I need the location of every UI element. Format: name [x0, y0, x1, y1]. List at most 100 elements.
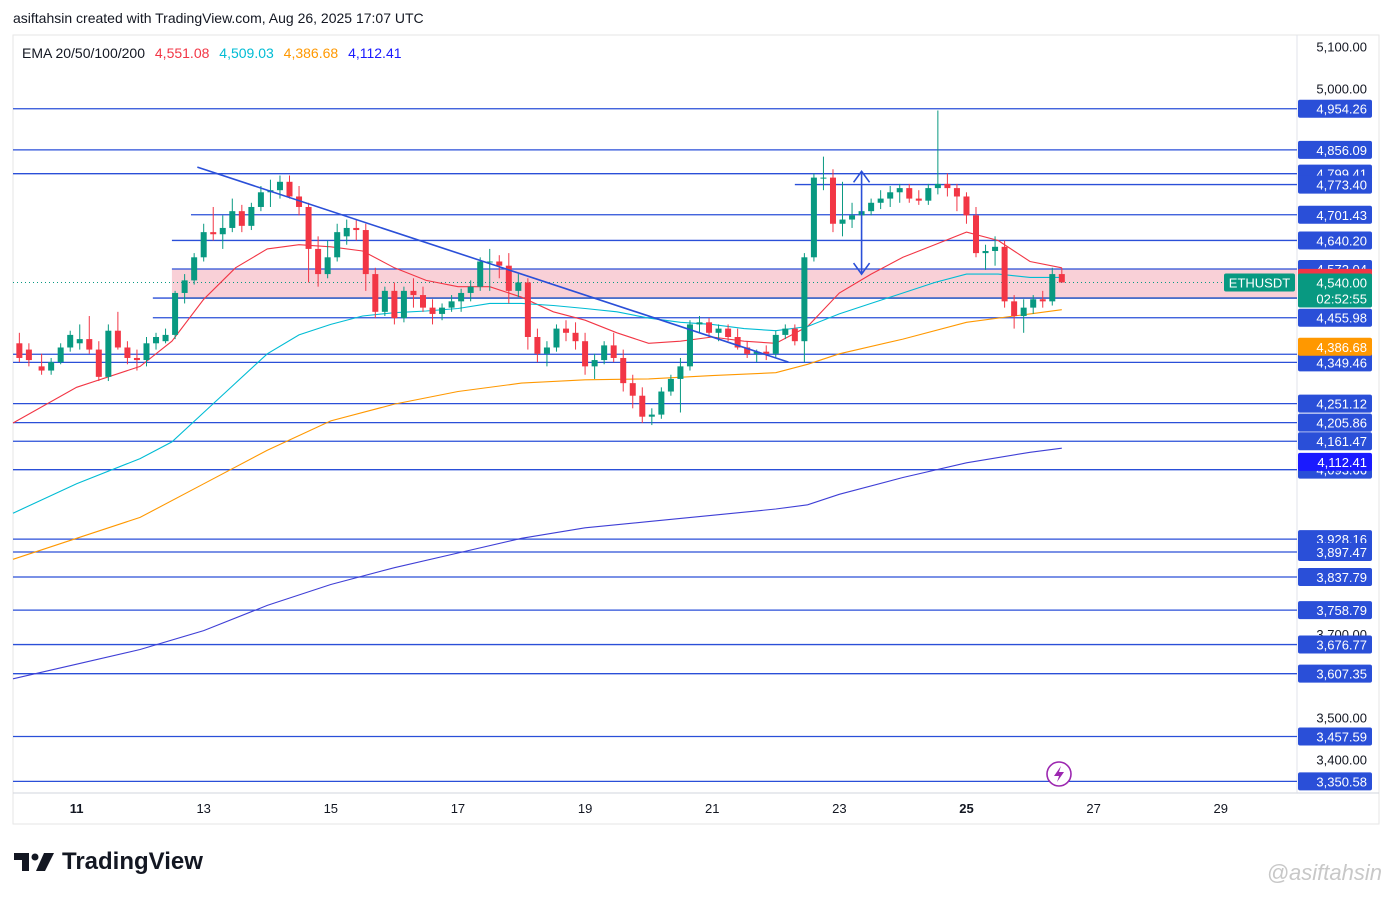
candle	[181, 274, 188, 304]
candle-body	[16, 343, 23, 358]
candle-body	[877, 198, 884, 203]
level-price-tag: 3,607.35	[1298, 664, 1372, 683]
candle-body	[591, 360, 598, 367]
candle-body	[143, 343, 150, 361]
level-price-tag-text: 4,773.40	[1316, 178, 1367, 193]
level-price-tag: 4,856.09	[1298, 140, 1372, 159]
candle	[601, 341, 608, 365]
candle-body	[391, 290, 398, 319]
candle-body	[305, 206, 312, 249]
brand-name: TradingView	[62, 848, 203, 875]
candle	[238, 204, 245, 233]
level-price-tag-bg	[1298, 353, 1372, 372]
candle-body	[1001, 246, 1008, 302]
level-price-tag: 4,954.26	[1298, 99, 1372, 118]
candle-body	[1011, 301, 1018, 317]
candle-body	[76, 339, 83, 344]
level-price-tag-text: 3,457.59	[1316, 729, 1367, 744]
candle-body	[219, 227, 226, 235]
candle-body	[820, 177, 827, 179]
last-price-text: 4,540.00	[1316, 275, 1367, 290]
level-price-tag-bg	[1298, 205, 1372, 224]
candle	[639, 387, 646, 423]
candle-body	[982, 251, 989, 254]
candle	[782, 324, 789, 340]
candle	[982, 244, 989, 270]
candle	[219, 215, 226, 249]
chart-border	[12, 34, 1380, 825]
candle-body	[162, 334, 169, 342]
level-price-tag-text: 3,758.79	[1316, 603, 1367, 618]
candle	[172, 290, 179, 340]
level-price-tag: 3,676.77	[1298, 635, 1372, 654]
ema-price-tag-text: 4,386.68	[1316, 340, 1367, 355]
candle	[439, 303, 446, 321]
candle	[25, 343, 32, 367]
candle	[124, 341, 131, 365]
candle	[839, 181, 846, 237]
candle-body	[629, 383, 636, 396]
candle	[162, 328, 169, 344]
candle	[744, 341, 751, 358]
ema-price-tag: 4,112.41	[1298, 452, 1372, 471]
candle-body	[133, 357, 140, 361]
candle	[1030, 295, 1037, 314]
candle-body	[744, 347, 751, 354]
candle	[801, 253, 808, 363]
candle	[324, 240, 331, 279]
level-price-tag-bg	[1298, 727, 1372, 746]
candle	[286, 175, 293, 199]
candle-body	[124, 347, 131, 358]
candle-body	[763, 351, 770, 354]
tradingview-logo-icon	[14, 853, 54, 871]
candle-body	[372, 274, 379, 312]
candle	[343, 219, 350, 245]
candle-body	[572, 332, 579, 342]
level-price-tag-text: 3,607.35	[1316, 667, 1367, 682]
level-price-tag-text: 3,676.77	[1316, 638, 1367, 653]
level-price-tag-text: 3,897.47	[1316, 545, 1367, 560]
candle	[400, 286, 407, 323]
time-tick-label: 29	[1213, 801, 1227, 816]
candle-body	[324, 257, 331, 275]
candle	[524, 278, 531, 350]
level-price-tag-bg	[1298, 308, 1372, 327]
candle	[667, 374, 674, 396]
level-price-tag: 4,349.46	[1298, 353, 1372, 372]
candle-body	[953, 188, 960, 197]
candle	[95, 341, 102, 382]
level-price-tag-text: 4,205.86	[1316, 416, 1367, 431]
candle	[191, 253, 198, 285]
candle	[1049, 267, 1056, 306]
candle-body	[410, 290, 417, 296]
level-lines-layer	[13, 108, 1297, 783]
candle	[315, 236, 322, 287]
candle	[391, 282, 398, 325]
level-price-tag: 3,837.79	[1298, 568, 1372, 587]
candle-body	[25, 349, 32, 361]
ema-price-tag-text: 4,112.41	[1317, 455, 1367, 470]
lightning-icon[interactable]	[1046, 761, 1072, 787]
candle	[48, 357, 55, 375]
candle-body	[419, 295, 426, 308]
candle	[877, 190, 884, 210]
level-price-tag: 3,457.59	[1298, 727, 1372, 746]
candle-body	[715, 328, 722, 333]
level-price-tag-bg	[1298, 635, 1372, 654]
candle-body	[353, 227, 360, 231]
level-price-tag-text: 4,161.47	[1316, 434, 1367, 449]
candle-body	[153, 337, 160, 344]
ema200-value: 4,112.41	[348, 45, 402, 61]
candle-body	[429, 307, 436, 314]
candle	[448, 295, 455, 312]
level-price-tag: 4,161.47	[1298, 432, 1372, 451]
level-price-tag-bg	[1298, 231, 1372, 250]
candle	[572, 322, 579, 350]
candle	[1020, 299, 1027, 333]
candle-body	[362, 230, 369, 275]
candle	[86, 316, 93, 354]
ema20-line	[12, 231, 1062, 424]
time-tick-label: 27	[1086, 801, 1100, 816]
candle-body	[1020, 307, 1027, 317]
